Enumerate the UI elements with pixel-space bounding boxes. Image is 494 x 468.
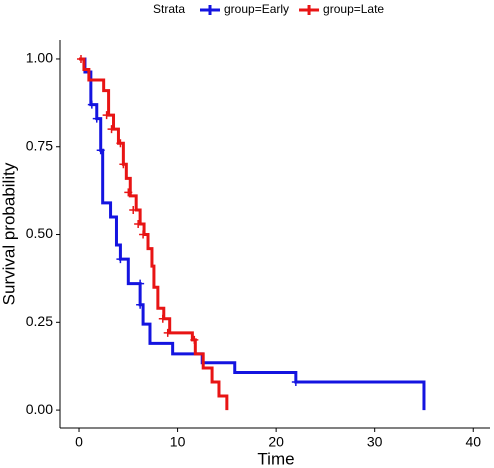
censor-mark: [136, 279, 145, 288]
x-tick-label: 40: [465, 434, 481, 450]
censor-mark: [158, 314, 167, 323]
survival-curve: [79, 57, 229, 411]
censor-mark: [134, 219, 143, 228]
censor-mark: [107, 125, 116, 134]
censor-mark: [119, 160, 128, 169]
y-tick-label: 1.00: [26, 50, 53, 66]
y-axis-title: Survival probability: [0, 162, 18, 305]
censor-mark: [116, 255, 125, 264]
censor-mark: [139, 230, 148, 239]
censor-mark: [96, 146, 105, 155]
censor-mark: [102, 111, 111, 120]
x-tick-label: 10: [170, 434, 186, 450]
y-tick-label: 0.75: [26, 137, 53, 153]
survival-curve: [79, 57, 426, 411]
legend-label: group=Early: [224, 2, 289, 16]
y-tick-label: 0.50: [26, 225, 53, 241]
legend: Strata group=Early group=Late: [153, 2, 384, 16]
censor-mark: [116, 139, 125, 148]
x-tick-label: 20: [268, 434, 284, 450]
censor-mark: [190, 335, 199, 344]
censor-mark: [136, 300, 145, 309]
x-axis-title: Time: [257, 449, 294, 468]
censor-mark: [291, 378, 300, 387]
censor-mark: [76, 54, 85, 63]
y-tick-label: 0.25: [26, 313, 53, 329]
censor-mark: [124, 188, 133, 197]
legend-title: Strata: [153, 2, 185, 16]
legend-key: [200, 5, 220, 15]
censor-mark: [163, 328, 172, 337]
censor-mark: [129, 205, 138, 214]
censor-mark: [87, 100, 96, 109]
x-tick-label: 0: [75, 434, 83, 450]
legend-key: [299, 5, 320, 15]
censor-mark: [92, 114, 101, 123]
legend-label: group=Late: [323, 2, 384, 16]
y-tick-label: 0.00: [26, 401, 53, 417]
x-tick-label: 30: [367, 434, 383, 450]
